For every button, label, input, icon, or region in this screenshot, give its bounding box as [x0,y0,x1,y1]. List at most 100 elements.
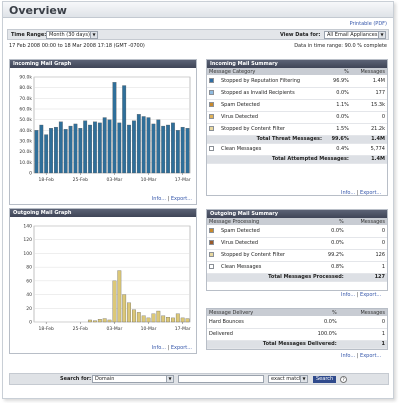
view-data-label: View Data for: [280,32,321,38]
help-icon[interactable]: ? [340,376,347,383]
delivery-row: Hard Bounces 0.0% 0 [207,316,387,329]
row-label: Stopped by Reputation Filtering [219,75,324,88]
clean-swatch-cell [207,143,219,156]
row-count: 126 [345,249,387,262]
match-select[interactable]: exact match ▼ [268,375,308,383]
outgoing-summary-links: Info... | Export... [341,292,382,298]
row-label: Spam Detected [219,225,318,238]
row-pct: 99.2% [317,249,346,262]
row-pct: 100.0% [296,328,339,341]
bar [156,119,161,174]
incoming-graph-info-link[interactable]: Info... [151,196,166,202]
bar [93,320,97,323]
y-tick-label: 0 [29,171,32,177]
search-type-select[interactable]: Domain ▼ [92,375,174,383]
row-label: Delivered [207,328,297,341]
printable-pdf-link[interactable]: Printable (PDF) [349,21,387,27]
time-range-select[interactable]: Month (30 days) ▼ [46,31,98,39]
attempted-total-count: 1.4M [350,155,387,164]
y-tick-label: 90.0k [19,75,32,81]
col-pct: % [317,218,346,225]
incoming-graph-links: Info... | Export... [151,196,192,202]
swatch-cell [207,123,219,136]
x-tick-label: 10-Mar [141,326,157,332]
incoming-summary-row: Stopped as Invalid Recipients 0.0% 177 [207,87,387,100]
bar [180,126,185,174]
x-tick-label: 03-Mar [107,326,123,332]
overview-page: Overview Printable (PDF) Time Range: Mon… [2,1,394,399]
y-tick-label: 40 [26,292,32,298]
outgoing-graph-export-link[interactable]: Export... [170,345,192,351]
bar [171,317,175,323]
outgoing-chart: 140 120 100 80 60 40 20 0 18-Feb 25-Feb 03-Mar 10-M… [23,224,190,333]
bar [127,302,131,323]
processed-total-count: 127 [345,273,387,282]
incoming-graph-export-link[interactable]: Export... [170,196,192,202]
search-input[interactable] [178,375,264,383]
bar [161,125,166,174]
row-pct: 0.0% [323,111,351,124]
bar [49,128,53,174]
bar [141,116,146,174]
bar [102,117,107,174]
incoming-graph-panel: Incoming Mail Graph 90.0k 80.0k 70.0k 60.0k… [9,59,197,205]
view-data-value: All Email Appliances [327,32,378,38]
bar [117,122,122,174]
row-count: 0 [350,111,387,124]
bar [132,120,136,174]
row-pct: 0.8% [317,261,346,274]
delivery-panel: Message Delivery % Messages Hard Bounces… [206,308,388,350]
search-button[interactable]: Search [313,376,337,383]
bar [146,317,151,323]
outgoing-graph-panel: Outgoing Mail Graph 140 120 100 80 60 40 20 0 18… [9,208,197,354]
threat-total-pct: 99.6% [323,135,351,144]
delivery-info-link[interactable]: Info... [341,353,356,359]
legend-swatch [209,102,214,107]
y-tick-label: 100 [23,251,32,257]
bar [180,317,185,323]
bar [136,114,141,174]
outgoing-summary-info-link[interactable]: Info... [341,292,356,298]
row-pct: 1.5% [323,123,351,136]
clean-pct: 0.4% [323,143,351,156]
row-label: Virus Detected [219,111,324,124]
col-messages: Messages [338,309,387,316]
delivery-export-link[interactable]: Export... [360,353,382,359]
bar [97,319,102,323]
incoming-summary-info-link[interactable]: Info... [341,190,356,196]
legend-swatch [209,240,214,245]
outgoing-summary-title: Outgoing Mail Summary [207,210,387,218]
bar [78,128,83,174]
col-pct: % [323,68,351,75]
time-range-label: Time Range: [11,32,47,38]
row-count: 0 [338,316,387,329]
bar [63,129,68,174]
y-tick-label: 10.0k [19,160,32,166]
outgoing-summary-export-link[interactable]: Export... [360,292,382,298]
row-pct: 0.0% [317,237,346,250]
incoming-summary-row: Stopped by Content Filter 1.5% 21.2k [207,123,387,136]
col-delivery: Message Delivery [207,309,297,316]
col-pct: % [296,309,339,316]
outgoing-graph-info-link[interactable]: Info... [151,345,166,351]
x-tick-label: 17-Mar [175,177,191,183]
row-count: 0 [345,225,387,238]
bar [171,122,175,174]
row-pct: 96.9% [323,75,351,88]
legend-swatch [209,90,214,95]
bar [34,130,39,174]
view-data-select[interactable]: All Email Appliances ▼ [324,31,386,39]
outgoing-summary-row: Clean Messages 0.8% 1 [207,261,387,274]
bar [102,318,107,323]
chevron-down-icon: ▼ [90,32,97,38]
delivered-total-count: 1 [338,340,387,349]
row-count: 15.3k [350,99,387,112]
bar [166,124,170,174]
row-count: 21.2k [350,123,387,136]
incoming-summary-export-link[interactable]: Export... [360,190,382,196]
bar [117,270,122,323]
y-tick-label: 140 [23,224,32,230]
row-count: 1 [345,261,387,274]
bar [68,125,73,174]
x-tick-label: 03-Mar [107,177,123,183]
